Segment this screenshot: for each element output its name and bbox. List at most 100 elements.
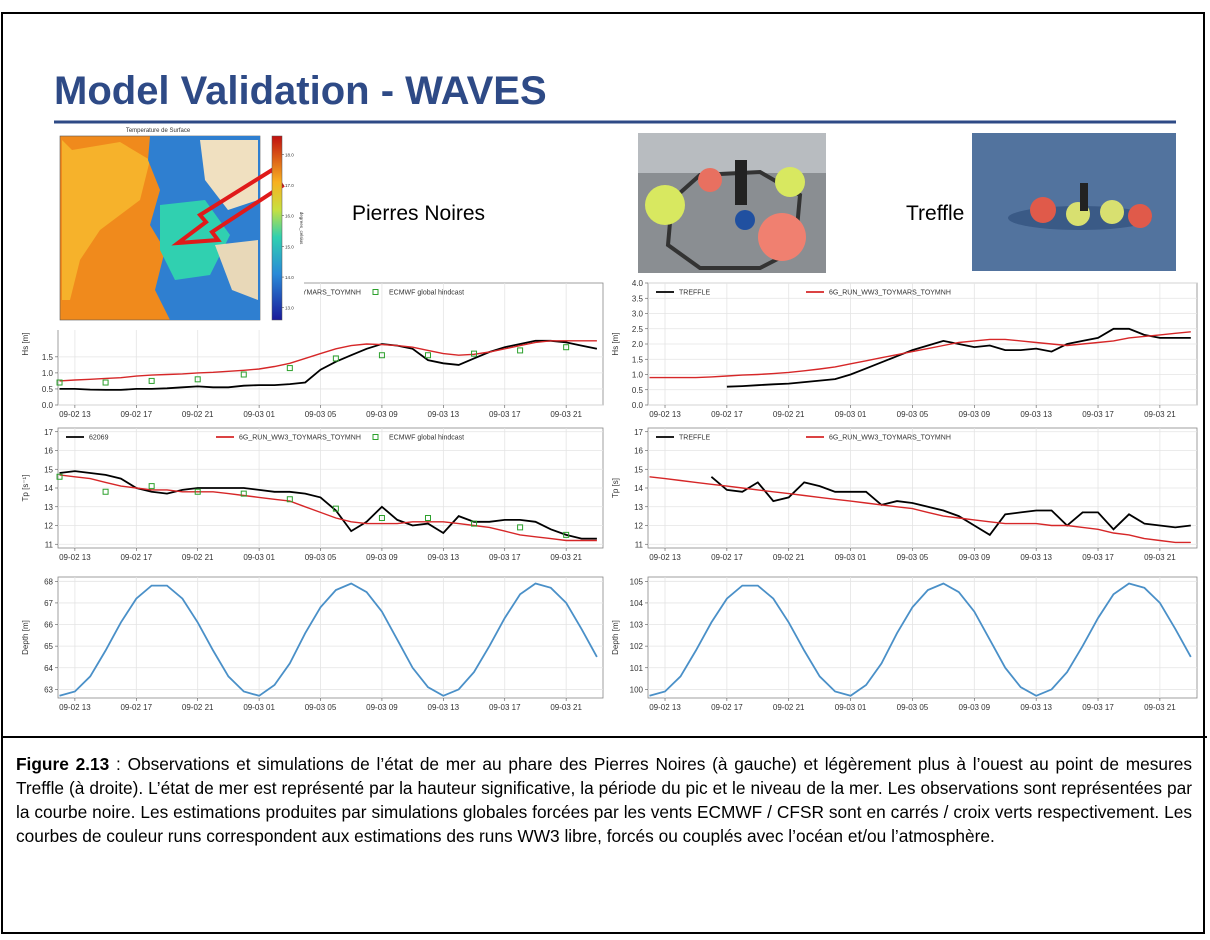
data-point [194, 376, 201, 383]
data-line [59, 582, 598, 697]
colorbar-tick-label: 16.0 [285, 214, 294, 219]
legend-label: TREFFLE [679, 290, 710, 297]
x-tick-label: 09-02 13 [59, 703, 91, 712]
data-point [332, 355, 339, 362]
legend-label: ECMWF global hindcast [389, 290, 464, 297]
x-tick-label: 09-03 09 [959, 410, 991, 419]
x-tick-label: 09-03 09 [366, 410, 398, 419]
y-tick-label: 2.0 [632, 340, 644, 349]
y-tick-label: 12 [44, 522, 53, 531]
slide-title: Model Validation - WAVES [54, 69, 547, 113]
y-tick-label: 16 [634, 447, 643, 456]
y-tick-label: 67 [44, 599, 53, 608]
data-point [517, 347, 524, 354]
data-point [424, 352, 431, 359]
x-tick-label: 09-03 21 [1144, 553, 1176, 562]
x-tick-label: 09-02 21 [182, 703, 214, 712]
legend-label: 6G_RUN_WW3_TOYMARS_TOYMNH [829, 290, 951, 297]
data-point [194, 488, 201, 495]
x-tick-label: 09-02 17 [120, 703, 152, 712]
x-tick-label: 09-03 17 [489, 410, 521, 419]
x-tick-label: 09-03 01 [243, 703, 275, 712]
x-tick-label: 09-03 01 [243, 553, 275, 562]
y-tick-label: 0.5 [42, 385, 54, 394]
site-label: Treffle [906, 202, 964, 225]
data-point [517, 524, 524, 531]
x-tick-label: 09-03 01 [835, 703, 867, 712]
photo-float [775, 167, 805, 197]
x-tick-label: 09-03 09 [959, 553, 991, 562]
photo-float [1030, 197, 1056, 223]
y-tick-label: 13 [634, 503, 643, 512]
legend-label: 62069 [89, 435, 109, 442]
photo-mast [1080, 183, 1088, 211]
data-point [148, 377, 155, 384]
x-tick-label: 09-03 13 [428, 553, 460, 562]
x-tick-label: 09-03 13 [1020, 703, 1052, 712]
y-tick-label: 64 [44, 664, 53, 673]
map-warm [62, 140, 150, 300]
y-tick-label: 12 [634, 522, 643, 531]
legend-label: 6G_RUN_WW3_TOYMARS_TOYMNH [239, 435, 361, 442]
x-tick-label: 09-03 01 [835, 553, 867, 562]
data-point [56, 379, 63, 386]
legend-label: ECMWF global hindcast [389, 435, 464, 442]
x-tick-label: 09-03 21 [1144, 703, 1176, 712]
y-tick-label: 1.0 [632, 371, 644, 380]
data-point [563, 531, 570, 538]
figure-frame [1, 12, 1205, 934]
x-tick-label: 09-02 21 [773, 553, 805, 562]
chart: 100 101 102 103 104 105 09-02 13 09-02 17 09-02 … [611, 576, 1198, 712]
data-point [378, 515, 385, 521]
x-tick-label: 09-02 13 [649, 410, 681, 419]
x-tick-label: 09-02 21 [182, 410, 214, 419]
x-tick-label: 09-03 05 [897, 410, 929, 419]
data-point [56, 473, 63, 480]
x-tick-label: 09-03 01 [243, 410, 275, 419]
x-tick-label: 09-03 09 [366, 553, 398, 562]
colorbar-tick-label: 14.0 [285, 275, 294, 280]
caption: Figure 2.13 : Observations et simulation… [16, 752, 1192, 848]
y-tick-label: 16 [44, 447, 53, 456]
y-axis-label: Depth [m] [611, 620, 620, 655]
photo-float [698, 168, 722, 192]
data-line [649, 476, 1191, 544]
colorbar-label: degrees_celsius [299, 212, 304, 245]
y-tick-label: 14 [634, 484, 643, 493]
legend-label: 6G_RUN_WW3_TOYMARS_TOYMNH [829, 435, 951, 442]
y-axis-label: Tp [s⁻¹] [21, 475, 30, 502]
data-point [102, 488, 109, 495]
x-tick-label: 09-03 17 [489, 553, 521, 562]
colorbar-tick-label: 13.0 [285, 306, 294, 311]
map-land [200, 140, 258, 210]
x-tick-label: 09-03 21 [550, 703, 582, 712]
data-line [649, 331, 1191, 379]
caption-label: Figure 2.13 [16, 754, 110, 774]
caption-text: : Observations et simulations de l’état … [16, 754, 1192, 846]
x-tick-label: 09-03 13 [428, 703, 460, 712]
y-tick-label: 13 [44, 503, 53, 512]
photo-float [1100, 200, 1124, 224]
data-line [649, 582, 1192, 697]
x-tick-label: 09-03 05 [305, 553, 337, 562]
data-point [563, 344, 570, 351]
y-tick-label: 3.0 [632, 310, 644, 319]
y-tick-label: 14 [44, 484, 53, 493]
y-axis-label: Hs [m] [611, 332, 620, 355]
map-title: Temperature de Surface [126, 128, 191, 134]
data-point [332, 505, 339, 512]
y-tick-label: 0.5 [632, 386, 644, 395]
sst-map: Temperature de Surface degrees_celsius 1… [46, 126, 304, 330]
x-tick-label: 09-03 17 [1082, 410, 1114, 419]
y-tick-label: 15 [44, 465, 53, 474]
y-tick-label: 65 [44, 642, 53, 651]
x-tick-label: 09-02 17 [711, 703, 743, 712]
y-tick-label: 105 [630, 577, 644, 586]
x-tick-label: 09-03 13 [1020, 410, 1052, 419]
x-tick-label: 09-03 01 [835, 410, 867, 419]
y-tick-label: 2.5 [632, 325, 644, 334]
photo-float [1128, 204, 1152, 228]
y-tick-label: 4.0 [632, 279, 644, 288]
x-tick-label: 09-02 13 [59, 553, 91, 562]
data-point [286, 496, 293, 503]
